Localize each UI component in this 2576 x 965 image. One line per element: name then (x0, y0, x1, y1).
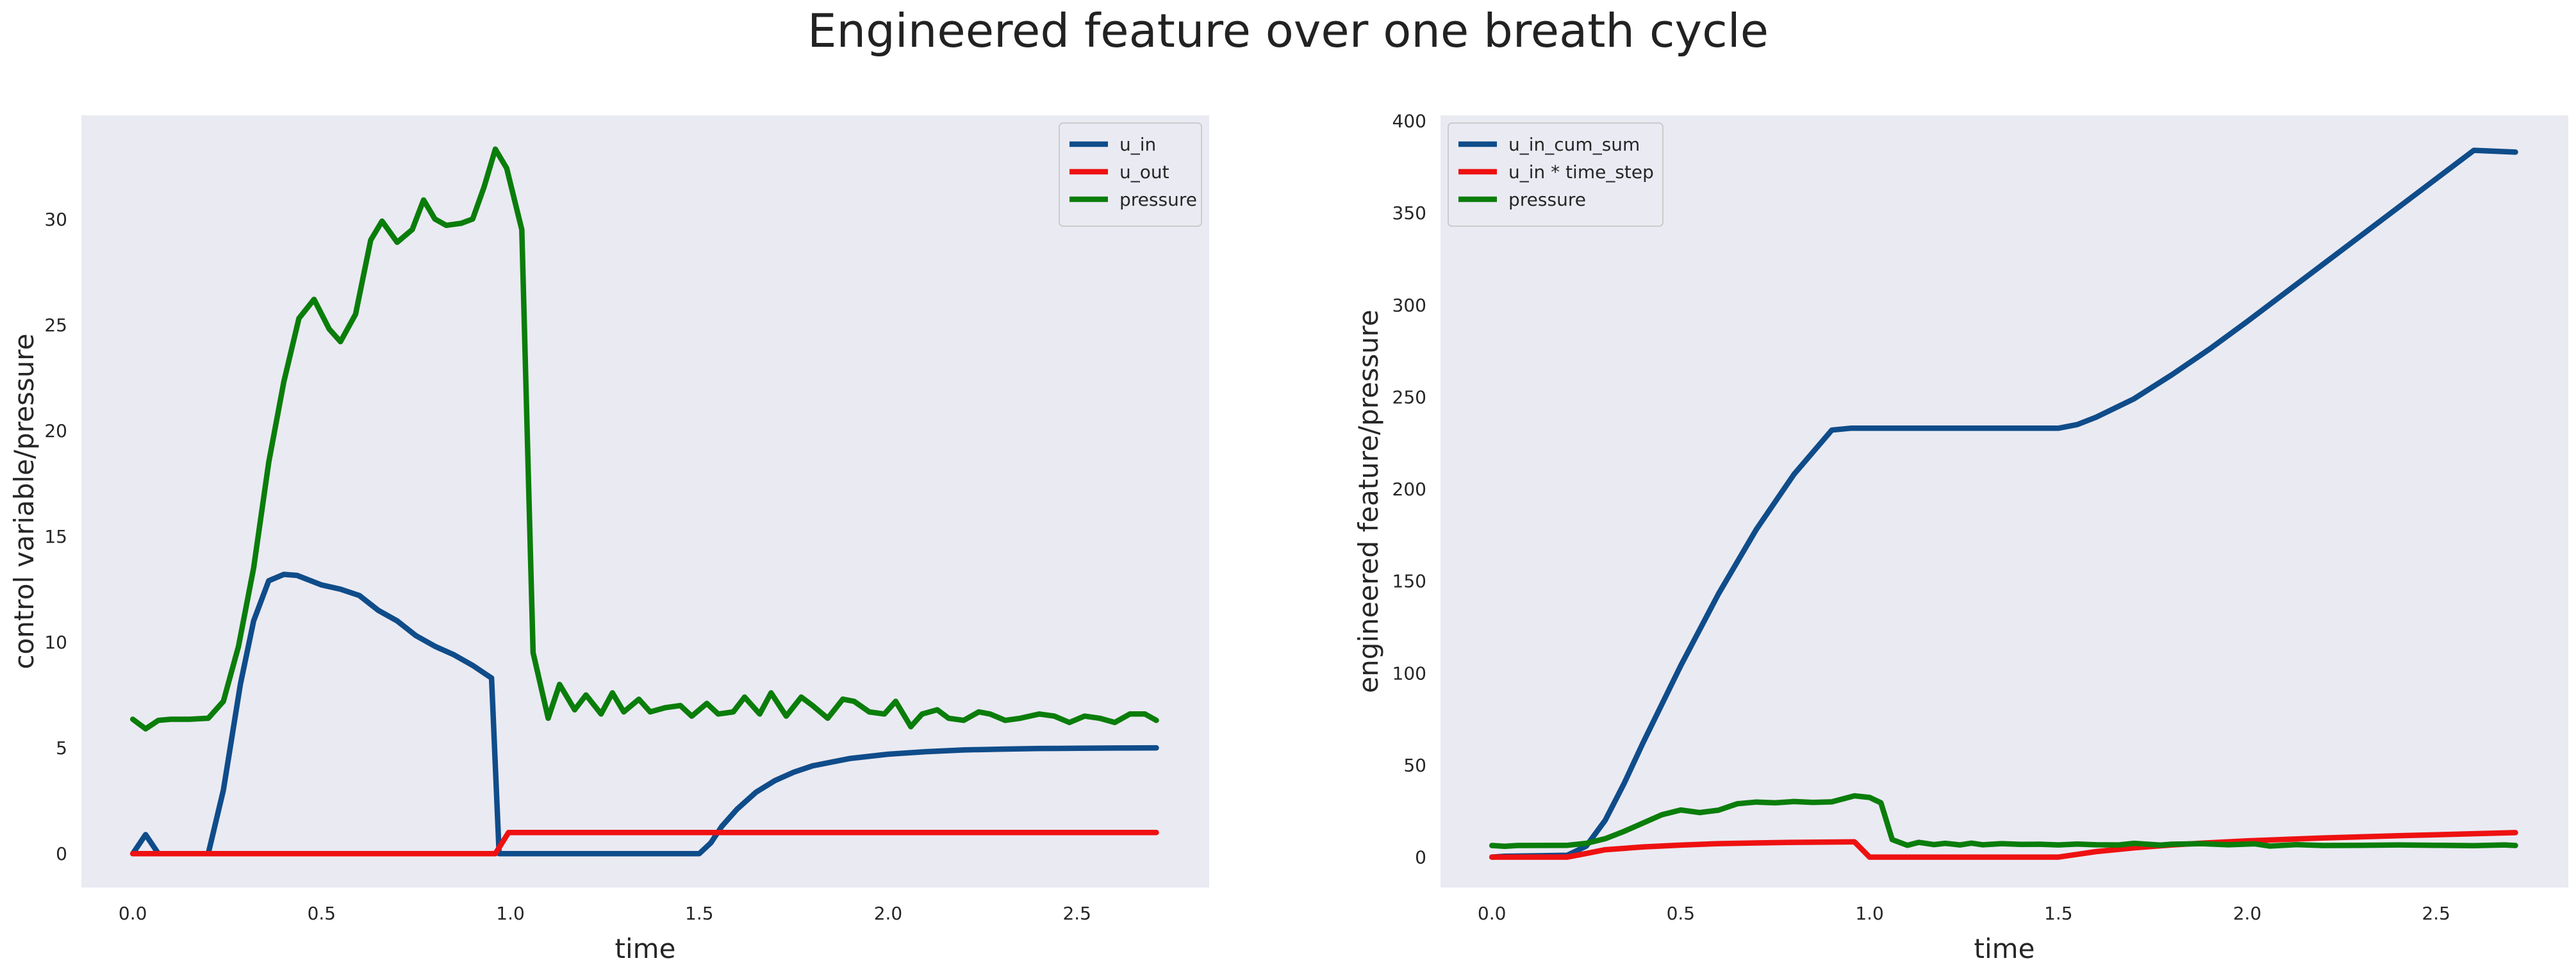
x-tick-label: 1.5 (685, 903, 714, 924)
y-tick-label: 5 (56, 738, 67, 759)
chart-1: 0.0 0.5 1.0 1.5 2.0 2.5 0 5 10 15 20 25 30 time contro… (8, 115, 1209, 964)
y-tick-label: 30 (44, 209, 67, 230)
y-tick-label: 150 (1392, 571, 1426, 592)
y-tick-label: 0 (1415, 847, 1426, 868)
x-tick-label: 2.0 (874, 903, 903, 924)
legend-label: u_out (1119, 161, 1169, 183)
x-tick-label: 0.0 (1478, 903, 1507, 924)
x-axis-label: time (1974, 933, 2035, 964)
x-tick-label: 0.5 (1667, 903, 1696, 924)
y-tick-label: 10 (44, 632, 67, 653)
x-tick-label: 1.0 (496, 903, 525, 924)
y-tick-label: 15 (44, 526, 67, 547)
series-line (1489, 793, 2518, 849)
legend-frame (1448, 122, 1664, 227)
x-tick-label: 0.5 (308, 903, 336, 924)
legend-label: u_in_cum_sum (1508, 134, 1640, 155)
x-tick-label: 0.0 (119, 903, 147, 924)
series-line (1489, 147, 2518, 860)
y-tick-label: 200 (1392, 479, 1426, 500)
legend-label: u_in * time_step (1508, 161, 1654, 183)
y-tick-label: 50 (1403, 755, 1426, 776)
y-tick-label: 400 (1392, 111, 1426, 132)
y-tick-label: 250 (1392, 386, 1426, 408)
legend-label: pressure (1508, 189, 1586, 210)
y-tick-label: 20 (44, 420, 67, 441)
series-line (1489, 830, 2518, 860)
series-line (129, 146, 1159, 732)
x-tick-label: 1.0 (1855, 903, 1884, 924)
plot-area (1441, 115, 2568, 887)
legend-label: u_in (1119, 134, 1156, 155)
legend: u_in_cum_sum u_in * time_step pressure (1448, 122, 1664, 227)
series-line (129, 572, 1159, 857)
y-tick-label: 350 (1392, 202, 1426, 224)
y-tick-label: 300 (1392, 295, 1426, 316)
x-tick-label: 2.0 (2233, 903, 2262, 924)
y-axis-label: engineered feature/pressure (1353, 309, 1384, 693)
legend: u_in u_out pressure (1059, 122, 1202, 227)
x-axis-label: time (615, 933, 676, 964)
chart-2: 0.0 0.5 1.0 1.5 2.0 2.5 0 50 100 150 200 250 300 350 4… (1353, 111, 2568, 964)
y-tick-label: 0 (56, 843, 67, 864)
y-axis-label: control variable/pressure (8, 334, 40, 670)
x-tick-label: 2.5 (2422, 903, 2450, 924)
figure-title: Engineered feature over one breath cycle (807, 4, 1769, 58)
y-tick-label: 100 (1392, 663, 1426, 684)
x-tick-label: 1.5 (2044, 903, 2073, 924)
y-tick-label: 25 (44, 315, 67, 336)
x-tick-label: 2.5 (1062, 903, 1091, 924)
series-line (129, 829, 1159, 857)
plot-area (81, 115, 1209, 887)
legend-label: pressure (1119, 189, 1197, 210)
